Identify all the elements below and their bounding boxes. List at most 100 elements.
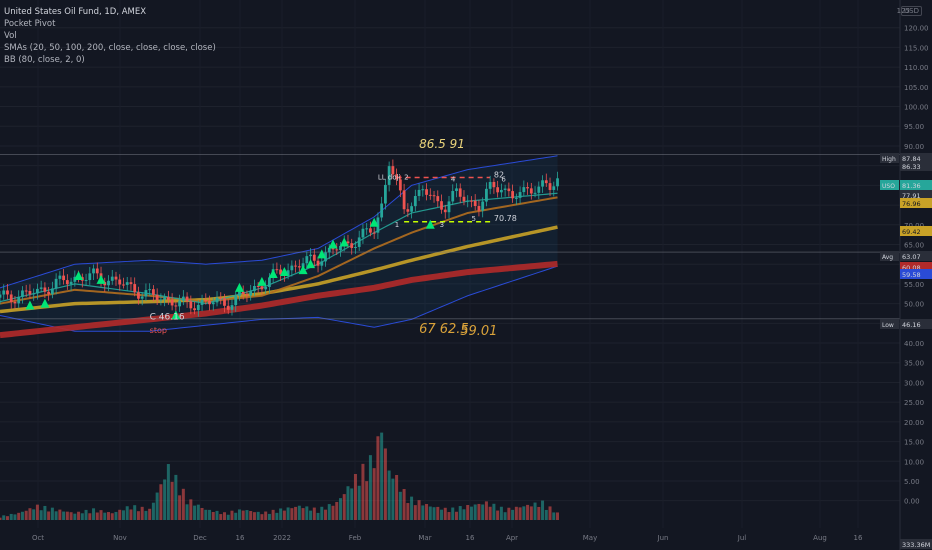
price-tag-bg (900, 251, 932, 261)
candle-body (275, 269, 279, 271)
volume-bar (376, 436, 380, 520)
candle-body (514, 197, 518, 199)
indicator-volume[interactable]: Vol (4, 31, 17, 41)
volume-bar (77, 511, 81, 520)
candle-body (159, 299, 163, 301)
candle-body (36, 288, 39, 294)
candle-body (208, 300, 211, 305)
candle-body (234, 295, 238, 306)
volume-bar (537, 506, 541, 520)
volume-bar (544, 509, 548, 520)
annotation-label: 67 62.5 (419, 322, 469, 337)
candle-body (466, 200, 470, 202)
volume-bar (353, 473, 357, 520)
price-tag-bg (900, 269, 932, 279)
candle-body (548, 183, 552, 190)
candle-body (552, 186, 556, 190)
price-tick-label: 70.00 (904, 222, 924, 230)
candle-body (13, 301, 17, 304)
volume-bar (473, 504, 477, 520)
candle-body (312, 254, 316, 261)
candle-body (395, 174, 399, 180)
candle-body (129, 282, 133, 285)
indicator-pocket-pivot[interactable]: Pocket Pivot (4, 19, 56, 29)
volume-bar (208, 509, 212, 520)
candle-body (122, 284, 125, 286)
volume-bar (13, 514, 17, 520)
volume-bar (219, 514, 223, 520)
candle-body (331, 247, 335, 250)
candle-body (451, 191, 455, 202)
volume-bar (245, 510, 249, 520)
volume-bar (5, 516, 9, 520)
candle-body (526, 187, 529, 189)
volume-bar (181, 488, 185, 520)
volume-bar (241, 510, 245, 520)
volume-bar (196, 504, 200, 520)
annotation-label: 6 (501, 175, 506, 183)
price-tag-name: Low (882, 322, 894, 329)
candle-body (24, 290, 28, 292)
price-tag-bg (900, 539, 932, 549)
candle-body (443, 209, 447, 213)
volume-bar (499, 506, 503, 520)
volume-bar (346, 486, 350, 520)
candle-body (148, 289, 152, 291)
volume-bar (43, 505, 47, 520)
pocket-pivot-marker (425, 219, 435, 229)
candle-body (178, 300, 181, 307)
price-tick-label: 10.00 (904, 458, 924, 466)
price-tick-label: 20.00 (904, 419, 924, 427)
pocket-pivot-marker (268, 269, 278, 279)
price-tag-bg (900, 198, 932, 208)
time-tick-label: Dec (193, 534, 207, 542)
volume-bar (518, 507, 522, 520)
currency-button[interactable]: USD (901, 6, 922, 16)
candle-body (107, 280, 110, 286)
candle-body (17, 296, 21, 304)
candle-body (238, 291, 241, 296)
volume-bar (84, 509, 88, 520)
volume-bar (297, 505, 301, 520)
volume-bar (140, 506, 144, 520)
symbol-title[interactable]: United States Oil Fund, 1D, AMEX (4, 7, 147, 17)
volume-bar (103, 512, 107, 520)
pocket-pivot-markers (25, 217, 435, 320)
volume-bar (0, 517, 2, 520)
candle-body (507, 188, 511, 192)
volume-bar (324, 509, 328, 520)
candle-body (223, 298, 226, 306)
volume-bar (342, 494, 346, 520)
pocket-pivot-marker (74, 270, 84, 280)
horizontal-levels (0, 153, 900, 320)
sma20-line (0, 192, 558, 305)
candle-body (21, 290, 24, 297)
candle-body (391, 166, 395, 175)
candle-body (488, 181, 492, 189)
candle-body (406, 209, 410, 212)
volume-bar (271, 509, 275, 520)
annotation-label: 5 (471, 215, 475, 223)
volume-bar (223, 512, 226, 520)
volume-bar (256, 511, 260, 520)
time-tick-label: Apr (506, 534, 518, 542)
candle-body (249, 291, 253, 296)
chart-annotations: 86.5 91 67 62.559.01 C 46.16 stop LL doji 82 7… (150, 137, 517, 339)
time-tick-label: Jun (657, 534, 669, 542)
indicator-bollinger[interactable]: BB (80, close, 2, 0) (4, 55, 85, 65)
volume-bar (32, 509, 36, 520)
candle-body (320, 261, 324, 266)
pocket-pivot-marker (306, 259, 316, 269)
candle-body (346, 241, 350, 244)
candle-body (361, 228, 365, 238)
candle-body (496, 187, 500, 193)
volume-bar (193, 505, 197, 520)
price-tag-value: 59.58 (902, 271, 921, 279)
indicator-smas[interactable]: SMAs (20, 50, 100, 200, close, close, cl… (4, 43, 216, 53)
volume-bar (469, 506, 473, 520)
candle-body (511, 191, 515, 199)
price-tag-value: 81.36 (902, 182, 921, 190)
price-tick-label: 115.00 (904, 44, 929, 52)
candle-body (309, 254, 312, 257)
